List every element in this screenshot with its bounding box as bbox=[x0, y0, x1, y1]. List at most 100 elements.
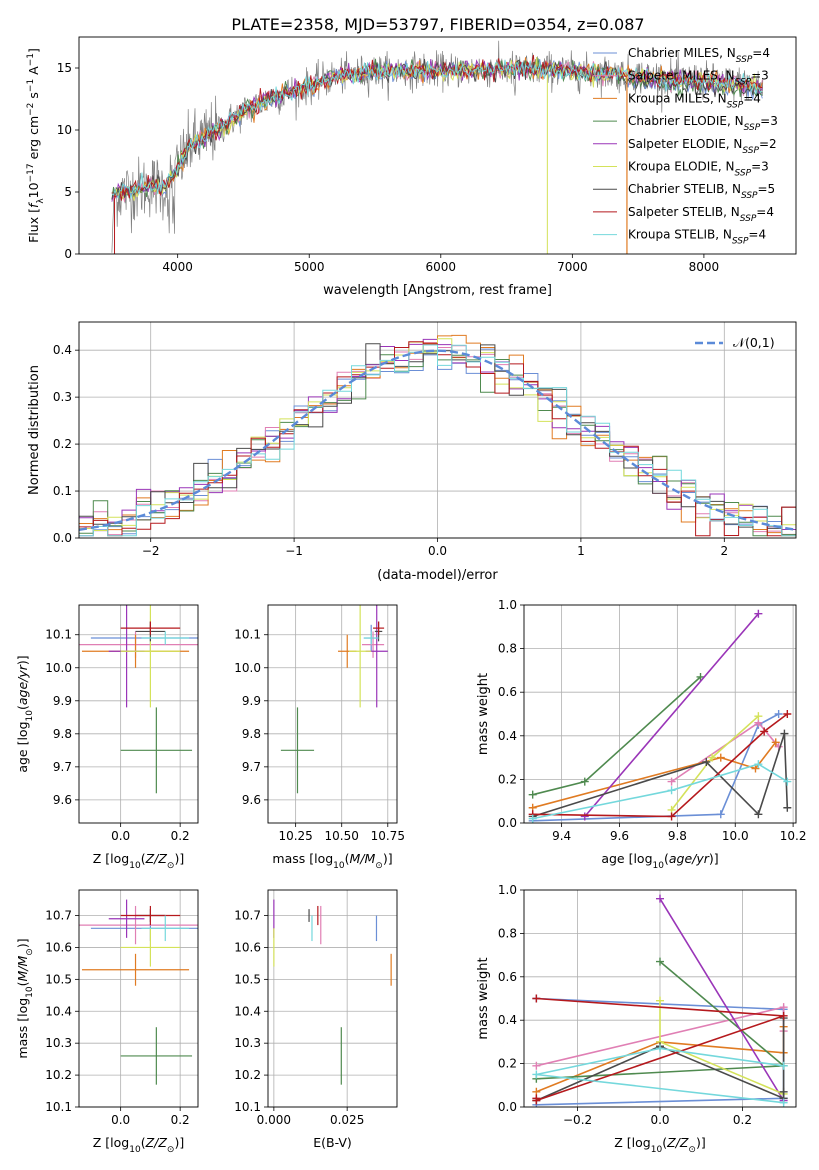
frame-weight-vs-age bbox=[523, 604, 797, 824]
y-tick-label: 9.9 bbox=[53, 694, 72, 708]
y-tick-label: 0.6 bbox=[498, 685, 517, 699]
y-tick-label: 10.7 bbox=[45, 909, 72, 923]
y-tick-label: 9.6 bbox=[242, 793, 261, 807]
x-tick-label: 0.2 bbox=[171, 1113, 190, 1127]
y-tick-label: 10.1 bbox=[234, 1100, 261, 1114]
y-tick-label: 0.3 bbox=[53, 390, 72, 404]
ssp-marker bbox=[779, 1061, 788, 1070]
y-tick-label: 10.2 bbox=[45, 1068, 72, 1082]
legend-entry: Kroupa MILES, NSSP=4 bbox=[628, 91, 761, 110]
axes-mass-vs-ebv: 0.000 0.025 10.1 10.2 10.3 10.4 10.5 10.6 10.7 bbox=[234, 890, 397, 1127]
ssp-marker bbox=[779, 1098, 788, 1107]
ssp-marker bbox=[656, 1044, 664, 1053]
legend-entry: Chabrier MILES, NSSP=4 bbox=[628, 46, 770, 65]
ssp-marker bbox=[667, 786, 676, 795]
y-tick-label: 0.2 bbox=[498, 1057, 517, 1071]
ssp-marker bbox=[656, 996, 664, 1005]
ssp-marker bbox=[667, 812, 676, 821]
x-axis-label: age [log10(age/yr)] bbox=[601, 851, 718, 871]
ssp-marker bbox=[702, 757, 711, 766]
y-tick-label: 0.0 bbox=[498, 1100, 517, 1114]
x-tick-label: 8000 bbox=[689, 260, 720, 274]
legend-entry: Salpeter MILES, NSSP=3 bbox=[628, 69, 769, 88]
legend-entry: Salpeter ELODIE, NSSP=2 bbox=[628, 137, 777, 156]
x-axis-label: mass [log10(M/M⊙)] bbox=[272, 851, 392, 871]
plot-area-mass-vs-ebv bbox=[273, 899, 392, 1085]
histogram-8 bbox=[79, 344, 796, 537]
plot-area-age-vs-Z bbox=[79, 605, 198, 794]
y-tick-label: 9.8 bbox=[242, 727, 261, 741]
legend-entry: Kroupa ELODIE, NSSP=3 bbox=[628, 160, 769, 179]
x-tick-label: 1 bbox=[577, 544, 585, 558]
plot-area-spectrum bbox=[111, 40, 764, 254]
ssp-line bbox=[532, 713, 788, 818]
legend-entry: 𝒩(0,1) bbox=[733, 335, 775, 350]
x-tick-label: 0.0 bbox=[428, 544, 447, 558]
frame-spectrum bbox=[78, 36, 797, 255]
ssp-marker bbox=[779, 1087, 788, 1096]
x-tick-label: −0.2 bbox=[563, 1113, 592, 1127]
frame-mass-vs-Z bbox=[78, 889, 199, 1108]
ssp-line bbox=[532, 741, 777, 809]
ssp-marker bbox=[667, 777, 676, 786]
ssp-marker bbox=[696, 672, 705, 681]
axes-spectrum: 4000 5000 6000 7000 8000 0 5 10 15 bbox=[57, 61, 719, 274]
x-axis-label: (data-model)/error bbox=[377, 568, 498, 583]
y-tick-label: 9.8 bbox=[53, 727, 72, 741]
y-axis-label: mass weight bbox=[476, 673, 491, 755]
x-tick-label: 0.2 bbox=[733, 1113, 752, 1127]
y-tick-label: 5 bbox=[64, 185, 72, 199]
y-tick-label: 10.6 bbox=[45, 940, 72, 954]
x-axis-label: Z [log10(Z/Z⊙)] bbox=[93, 1135, 184, 1155]
ssp-marker bbox=[532, 1070, 541, 1079]
ssp-marker bbox=[779, 1011, 788, 1020]
x-tick-label: 0.0 bbox=[650, 1113, 669, 1127]
plot-area-mass-vs-Z bbox=[79, 899, 198, 1085]
frame-weight-vs-Z bbox=[523, 889, 797, 1108]
y-tick-label: 10.4 bbox=[45, 1004, 72, 1018]
plot-area-weight-vs-age bbox=[528, 609, 792, 823]
ssp-marker bbox=[708, 753, 717, 762]
ssp-line bbox=[536, 1047, 784, 1104]
y-tick-label: 0 bbox=[64, 247, 72, 261]
ssp-marker bbox=[528, 790, 537, 799]
y-tick-label: 9.7 bbox=[53, 760, 72, 774]
axes-age-vs-mass: 10.25 10.50 10.75 9.6 9.7 9.8 9.9 10.0 10.1 bbox=[234, 605, 405, 843]
ssp-marker bbox=[783, 710, 792, 718]
x-tick-label: 0.0 bbox=[111, 1113, 130, 1127]
frame-residuals bbox=[78, 321, 797, 539]
legend-entry: Chabrier ELODIE, NSSP=3 bbox=[628, 114, 778, 133]
x-tick-label: 0.2 bbox=[171, 829, 190, 843]
normal-curve bbox=[79, 349, 796, 531]
x-tick-label: 2 bbox=[720, 544, 728, 558]
ssp-marker bbox=[783, 803, 792, 812]
x-axis-label: wavelength [Angstrom, rest frame] bbox=[323, 283, 552, 298]
x-tick-label: 10.25 bbox=[278, 829, 312, 843]
x-tick-label: 7000 bbox=[557, 260, 588, 274]
plot-area-age-vs-mass bbox=[280, 605, 388, 794]
ssp-marker bbox=[656, 894, 664, 903]
x-tick-label: 0.000 bbox=[257, 1113, 291, 1127]
legend-entry: Salpeter STELIB, NSSP=4 bbox=[628, 205, 774, 224]
x-axis-label: Z [log10(Z/Z⊙)] bbox=[614, 1135, 705, 1155]
y-tick-label: 10.0 bbox=[234, 661, 261, 675]
y-tick-label: 0.2 bbox=[53, 437, 72, 451]
y-tick-label: 9.6 bbox=[53, 793, 72, 807]
y-tick-label: 10.5 bbox=[234, 972, 261, 986]
ssp-marker bbox=[774, 710, 783, 718]
y-tick-label: 0.4 bbox=[498, 729, 517, 743]
y-tick-label: 10 bbox=[57, 123, 72, 137]
y-tick-label: 0.1 bbox=[53, 484, 72, 498]
y-tick-label: 0.2 bbox=[498, 772, 517, 786]
figure-title: PLATE=2358, MJD=53797, FIBERID=0354, z=0… bbox=[231, 15, 644, 34]
y-axis-label: mass weight bbox=[476, 957, 491, 1039]
y-tick-label: 10.3 bbox=[234, 1036, 261, 1050]
y-tick-label: 15 bbox=[57, 61, 72, 75]
ssp-marker bbox=[580, 812, 589, 821]
y-axis-label: Flux [fλ10−17 erg cm−2 s−1 A−1] bbox=[26, 48, 46, 243]
frame-age-vs-mass bbox=[267, 604, 398, 824]
ssp-marker bbox=[783, 777, 792, 786]
ssp-line bbox=[584, 613, 760, 818]
ssp-line bbox=[670, 715, 759, 811]
x-tick-label: 9.4 bbox=[552, 829, 571, 843]
